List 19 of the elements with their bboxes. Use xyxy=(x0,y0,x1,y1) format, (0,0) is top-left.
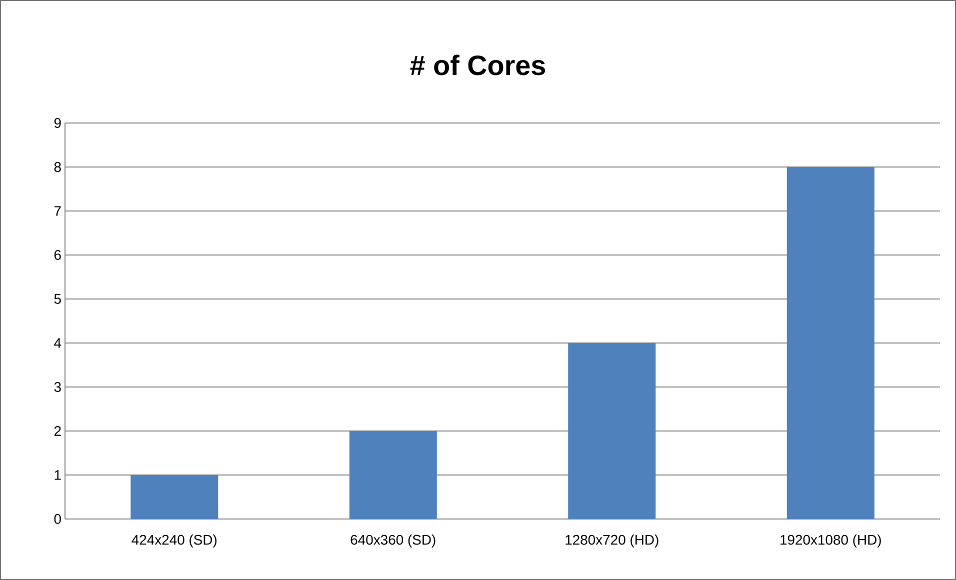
y-tick-label: 8 xyxy=(54,162,61,172)
y-tick-label: 3 xyxy=(54,382,61,392)
bar xyxy=(786,166,874,519)
y-tick-label: 4 xyxy=(54,338,62,348)
x-tick-label: 640x360 (SD) xyxy=(350,534,436,548)
y-tick-label: 9 xyxy=(54,118,61,128)
bar xyxy=(349,430,437,519)
y-tick-label: 6 xyxy=(54,250,61,260)
x-tick-label: 1280x720 (HD) xyxy=(566,534,658,548)
y-tick-label: 2 xyxy=(54,426,61,436)
x-tick-label: 1920x1080 (HD) xyxy=(780,534,881,548)
y-tick-label: 1 xyxy=(54,470,61,480)
bar xyxy=(130,474,218,519)
chart-title: # of Cores xyxy=(410,54,546,76)
y-tick-label: 5 xyxy=(54,294,61,304)
bar xyxy=(568,342,656,519)
y-tick-label: 0 xyxy=(54,514,61,524)
y-tick-label: 7 xyxy=(54,206,61,216)
x-tick-label: 424x240 (SD) xyxy=(132,534,217,548)
